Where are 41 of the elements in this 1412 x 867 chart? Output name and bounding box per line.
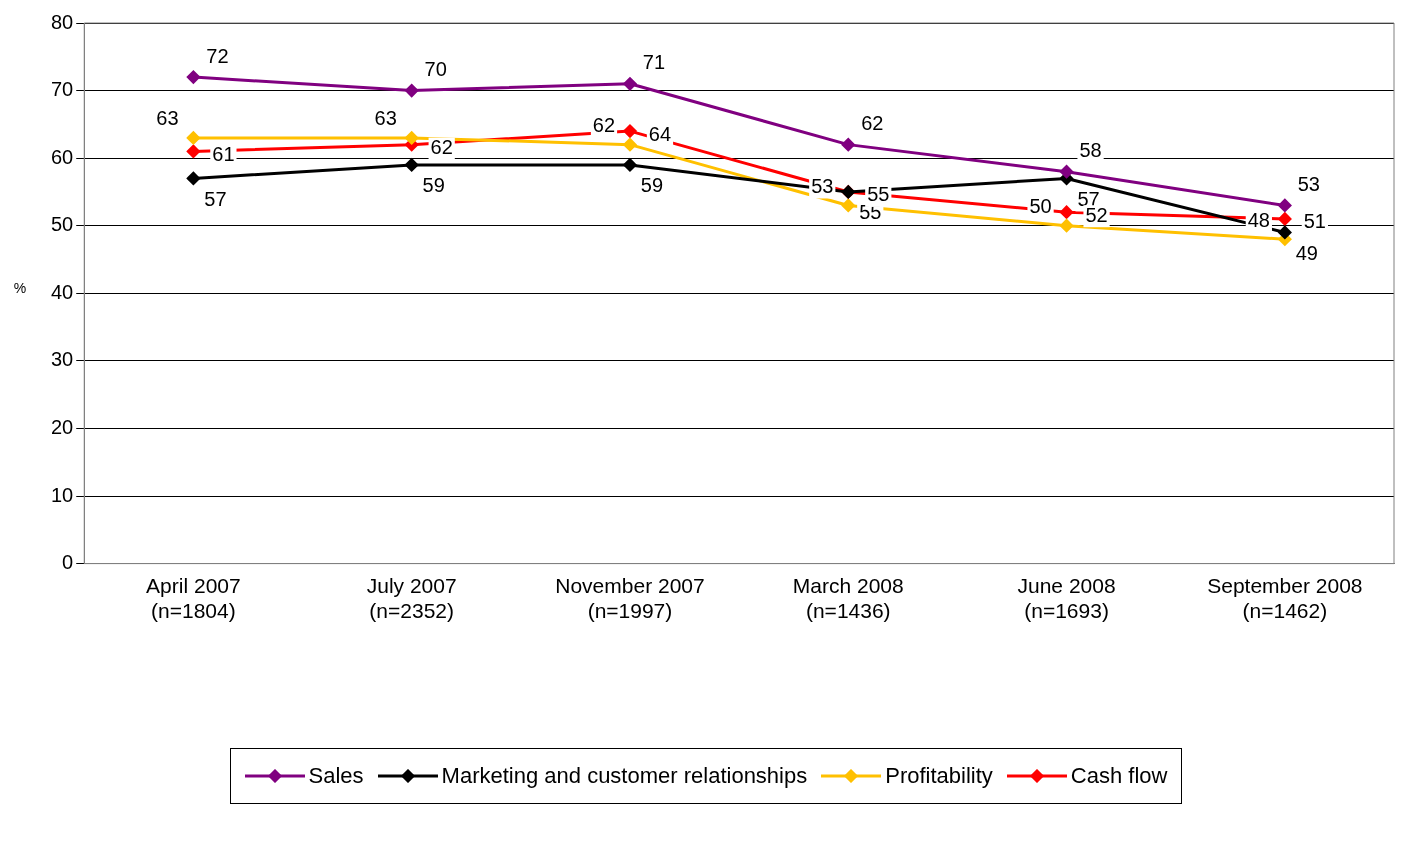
data-label: 57 (204, 187, 227, 210)
data-label: 53 (1297, 172, 1320, 195)
y-axis-title: % (13, 280, 27, 297)
data-label: 59 (422, 174, 445, 197)
data-label: 71 (642, 51, 666, 74)
data-label: 50 (1029, 195, 1052, 218)
data-label: 49 (1295, 242, 1318, 264)
data-label: 63 (374, 107, 397, 130)
data-label: 62 (592, 114, 616, 137)
data-label: 55 (867, 183, 890, 206)
data-label: 62 (861, 112, 884, 135)
data-label: 51 (1303, 210, 1326, 233)
data-label: 63 (156, 107, 179, 130)
x-tick-label: July 2007 (n=2352) (366, 574, 457, 623)
data-label: 58 (1079, 139, 1102, 162)
data-label: 53 (811, 174, 834, 197)
legend-label: Sales (308, 763, 364, 789)
x-tick-label: April 2007 (n=1804) (146, 574, 241, 623)
y-tick-label: 10 (51, 483, 74, 506)
data-label: 62 (430, 136, 453, 159)
legend-label: Profitability (885, 763, 993, 789)
x-tick-label: June 2008 (n=1693) (1017, 574, 1116, 623)
y-tick-label: 30 (51, 348, 74, 371)
y-tick-label: 0 (62, 551, 74, 574)
x-tick-label: March 2008 (n=1436) (792, 574, 904, 623)
y-tick-label: 50 (51, 213, 74, 236)
y-tick-label: 70 (51, 78, 74, 101)
y-tick-label: 60 (51, 145, 74, 168)
legend-label: Marketing and customer relationships (441, 763, 808, 789)
data-label: 64 (648, 122, 672, 145)
data-label: 48 (1247, 208, 1270, 231)
x-tick-label: November 2007 (n=1997) (555, 574, 705, 623)
legend-label: Cash flow (1070, 763, 1168, 789)
data-label: 72 (206, 44, 229, 67)
x-tick-label: September 2008 (n=1462) (1207, 574, 1363, 623)
data-label: 59 (640, 174, 664, 197)
y-tick-label: 40 (51, 280, 74, 303)
y-tick-label: 80 (51, 10, 74, 33)
data-label: 70 (424, 58, 447, 81)
y-tick-label: 20 (51, 415, 74, 438)
data-label: 61 (212, 142, 235, 165)
